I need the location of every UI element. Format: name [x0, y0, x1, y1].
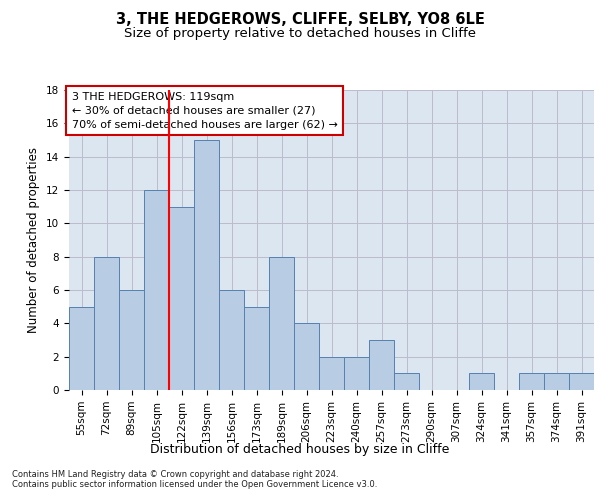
Bar	[169, 206, 194, 390]
Bar	[319, 356, 344, 390]
Bar	[69, 306, 94, 390]
Text: Distribution of detached houses by size in Cliffe: Distribution of detached houses by size …	[151, 442, 449, 456]
Bar	[244, 306, 269, 390]
Text: Size of property relative to detached houses in Cliffe: Size of property relative to detached ho…	[124, 28, 476, 40]
Bar	[294, 324, 319, 390]
Bar	[544, 374, 569, 390]
Y-axis label: Number of detached properties: Number of detached properties	[28, 147, 40, 333]
Bar	[219, 290, 244, 390]
Bar	[194, 140, 219, 390]
Bar	[569, 374, 594, 390]
Bar	[394, 374, 419, 390]
Bar	[94, 256, 119, 390]
Bar	[469, 374, 494, 390]
Bar	[369, 340, 394, 390]
Text: Contains HM Land Registry data © Crown copyright and database right 2024.
Contai: Contains HM Land Registry data © Crown c…	[12, 470, 377, 490]
Bar	[344, 356, 369, 390]
Bar	[519, 374, 544, 390]
Bar	[119, 290, 144, 390]
Text: 3 THE HEDGEROWS: 119sqm
← 30% of detached houses are smaller (27)
70% of semi-de: 3 THE HEDGEROWS: 119sqm ← 30% of detache…	[71, 92, 337, 130]
Bar	[269, 256, 294, 390]
Bar	[144, 190, 169, 390]
Text: 3, THE HEDGEROWS, CLIFFE, SELBY, YO8 6LE: 3, THE HEDGEROWS, CLIFFE, SELBY, YO8 6LE	[116, 12, 484, 28]
